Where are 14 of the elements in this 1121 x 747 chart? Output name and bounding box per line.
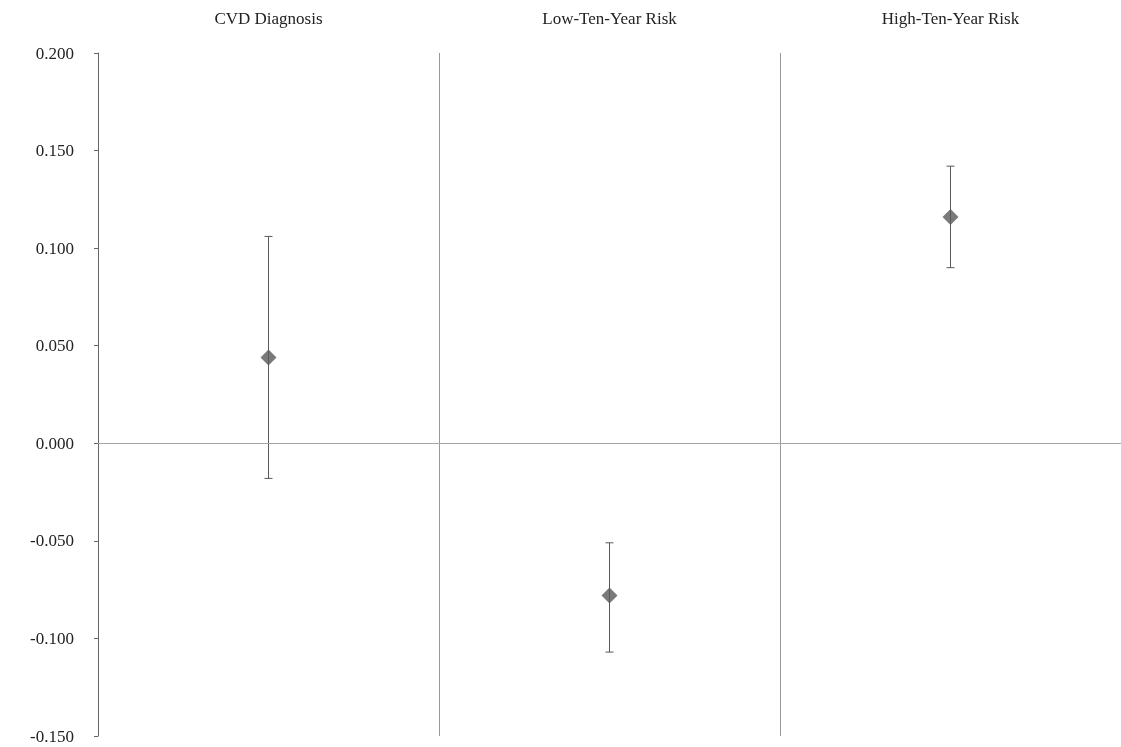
x-tick-label: High-Ten-Year Risk (881, 9, 1020, 28)
x-tick-label: Low-Ten-Year Risk (542, 9, 678, 28)
y-tick-label: 0.200 (35, 43, 74, 63)
point (942, 208, 959, 225)
y-tick-label: 0.100 (35, 238, 74, 258)
y-tick-label: 0.000 (35, 433, 74, 453)
point (601, 587, 618, 604)
y-tick-label: 0.150 (35, 141, 74, 161)
point (260, 349, 277, 366)
x-tick-label: CVD Diagnosis (214, 9, 323, 28)
y-tick-label: 0.050 (35, 336, 74, 356)
y-tick-label: -0.150 (30, 726, 74, 746)
y-tick-label: -0.050 (30, 531, 74, 551)
y-tick-label: -0.100 (30, 628, 74, 648)
